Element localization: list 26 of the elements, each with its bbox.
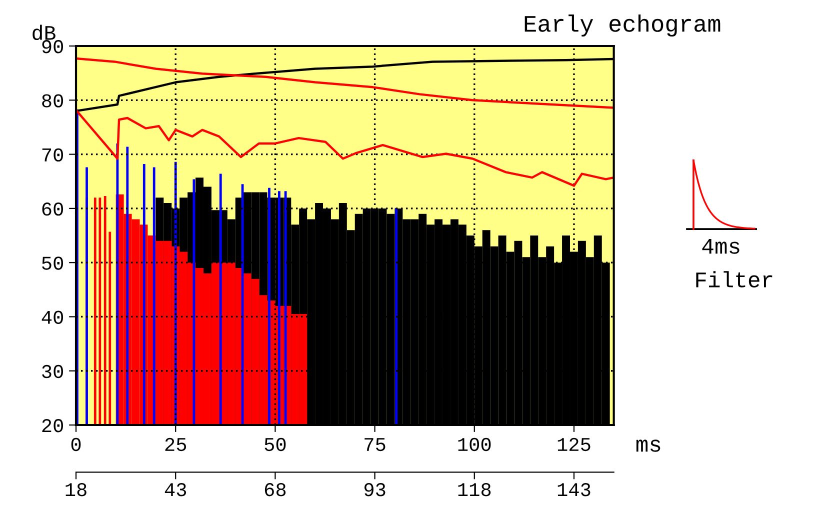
x-tick-label: 125 xyxy=(558,438,590,452)
x2-tick-label: 18 xyxy=(66,483,86,496)
line-series xyxy=(76,110,614,187)
x2-tick-label: 68 xyxy=(264,483,286,496)
y-tick-label: 60 xyxy=(42,202,64,216)
chart-title: Early echogram xyxy=(524,14,720,37)
text: 4ms xyxy=(702,238,740,254)
y-tick-label: 70 xyxy=(42,148,64,162)
x2-tick-label: 118 xyxy=(458,483,491,496)
x-tick-label: 0 xyxy=(71,438,81,452)
text: Filter xyxy=(696,271,772,288)
y-axis-title: dB xyxy=(32,24,56,40)
y-tick-label: 90 xyxy=(42,40,64,54)
x-axis-title: ms xyxy=(636,440,660,452)
x-tick-label: 25 xyxy=(165,438,186,452)
y-tick-label: 30 xyxy=(42,364,64,378)
x2-tick-label: 143 xyxy=(558,483,590,496)
x-tick-label: 50 xyxy=(264,438,286,452)
y-tick-label: 40 xyxy=(42,310,64,324)
y-tick-label: 50 xyxy=(42,256,64,270)
x2-tick-label: 93 xyxy=(364,483,386,496)
x-tick-label: 75 xyxy=(364,438,386,452)
x-tick-label: 100 xyxy=(458,438,491,452)
x2-tick-label: 43 xyxy=(164,483,186,496)
y-tick-label: 80 xyxy=(42,94,64,108)
y-tick-label: 20 xyxy=(42,419,64,432)
